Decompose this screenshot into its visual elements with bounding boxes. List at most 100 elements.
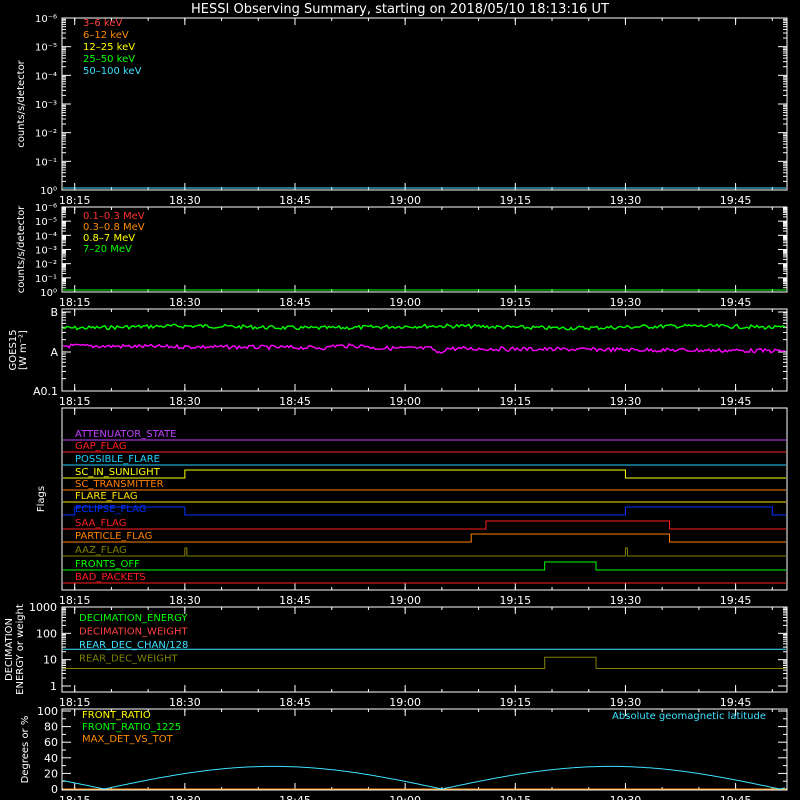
legend-entry: 12–25 keV (83, 42, 135, 53)
y-tick-label: A0.1 (33, 385, 58, 398)
legend-entry: DECIMATION_ENERGY (79, 613, 188, 624)
time-tick-label: 18:45 (279, 594, 311, 607)
flag-trace (63, 520, 786, 530)
y-tick-label: 1000 (29, 601, 57, 614)
time-tick-label: 19:45 (720, 696, 752, 709)
flag-label: ECLIPSE_FLAG (75, 504, 146, 515)
panel-hessi-high-energy: 18:15 18:30 18:45 19:00 19:15 19:30 19:45 10⁰ 10… (16, 203, 788, 309)
y-tick-label: 10⁻⁵ (35, 43, 57, 54)
y-tick-label: 10⁰ (40, 186, 57, 197)
flag-trace (63, 561, 786, 571)
y-tick-label: 10⁻³ (35, 100, 57, 111)
time-tick-label: 19:45 (720, 194, 752, 207)
y-tick-label: 10⁻⁶ (35, 203, 57, 214)
y-tick-label: 100 (36, 627, 57, 640)
time-tick-label: 18:30 (169, 194, 201, 207)
legend-entry: 6–12 keV (83, 30, 129, 41)
time-tick-label: 19:15 (499, 794, 531, 800)
y-tick-label: 10⁻² (35, 129, 57, 140)
legend-entry: 50–100 keV (83, 66, 142, 77)
flag-label: FLARE_FLAG (75, 491, 138, 502)
legend-entry: MAX_DET_VS_TOT (82, 734, 174, 745)
time-tick-label: 18:15 (59, 696, 91, 709)
series-line (63, 656, 786, 670)
time-tick-label: 18:30 (169, 296, 201, 309)
y-axis-label: GOES15 (8, 329, 19, 370)
flag-label: SC_TRANSMITTER (75, 479, 164, 490)
time-tick-label: 19:00 (389, 395, 421, 408)
panel-ratios: 18:15 18:30 18:45 19:00 19:15 19:30 19:45 0 20 40… (20, 705, 788, 800)
panel-frame (61, 308, 788, 392)
y-axis-units: [W m⁻²] (18, 330, 29, 370)
y-axis-label: Flags (36, 486, 47, 512)
y-tick-label: 10⁻¹ (35, 274, 57, 285)
y-tick-label: 1 (50, 680, 57, 693)
time-tick-label: 19:00 (389, 296, 421, 309)
flag-trace (63, 469, 786, 479)
time-tick-label: 19:15 (499, 296, 531, 309)
y-tick-label: 10⁻⁴ (35, 231, 57, 242)
time-tick-label: 19:15 (499, 194, 531, 207)
time-tick-label: 19:00 (389, 696, 421, 709)
legend-entry: 7–20 MeV (83, 244, 132, 255)
time-tick-label: 18:15 (59, 794, 91, 800)
legend-entry: DECIMATION_WEIGHT (79, 627, 188, 638)
flag-label: BAD_PACKETS (75, 572, 146, 583)
flag-label: ATTENUATOR_STATE (75, 429, 176, 440)
panel-decimation: 18:15 18:30 18:45 19:00 19:15 19:30 19:45 1 10 10… (4, 601, 788, 709)
time-tick-label: 18:30 (169, 696, 201, 709)
time-tick-label: 19:15 (499, 395, 531, 408)
time-tick-label: 19:45 (720, 296, 752, 309)
y-tick-label: 100 (37, 705, 58, 718)
y-tick-label: 10⁻⁵ (35, 217, 57, 228)
panel-frame (61, 606, 788, 693)
latitude-annotation: Absolute geomagnetic latitude (612, 711, 766, 722)
legend-entry: 0.1–0.3 MeV (83, 211, 145, 222)
time-tick-label: 19:30 (610, 594, 642, 607)
time-tick-label: 19:15 (499, 594, 531, 607)
flag-label: GAP_FLAG (75, 441, 127, 452)
flag-trace (63, 547, 786, 557)
legend-entry: 0.8–7 MeV (83, 233, 135, 244)
time-tick-label: 19:30 (610, 296, 642, 309)
time-tick-label: 18:45 (279, 395, 311, 408)
time-tick-label: 18:15 (59, 194, 91, 207)
y-tick-label: 0 (51, 783, 58, 796)
y-tick-label: 10⁻² (35, 260, 57, 271)
y-tick-label: 40 (44, 752, 58, 765)
panels-group: 18:15 18:30 18:45 19:00 19:15 19:30 19:4510⁰10… (4, 14, 788, 800)
time-tick-label: 19:15 (499, 696, 531, 709)
flag-label: PARTICLE_FLAG (75, 531, 152, 542)
y-tick-label: 80 (44, 721, 58, 734)
y-axis-label: Degrees or % (20, 716, 31, 784)
legend-entry: FRONT_RATIO (82, 710, 151, 721)
series-line (62, 342, 786, 354)
time-tick-label: 19:45 (720, 594, 752, 607)
time-tick-label: 19:00 (389, 594, 421, 607)
legend-entry: FRONT_RATIO_1225 (82, 722, 181, 733)
time-tick-label: 19:30 (610, 395, 642, 408)
time-tick-label: 19:45 (720, 395, 752, 408)
y-tick-label: 60 (44, 736, 58, 749)
panel-frame (61, 17, 788, 191)
time-tick-label: 19:30 (610, 696, 642, 709)
time-tick-label: 18:45 (279, 296, 311, 309)
time-tick-label: 18:15 (59, 296, 91, 309)
legend-entry: REAR_DEC_CHAN/128 (79, 640, 188, 651)
time-tick-label: 18:15 (59, 395, 91, 408)
y-tick-label: 20 (44, 767, 58, 780)
time-tick-label: 18:45 (279, 696, 311, 709)
y-tick-label: 10⁰ (40, 288, 57, 299)
y-tick-label: 10 (43, 654, 57, 667)
y-axis-label: counts/s/detector (16, 205, 27, 293)
time-tick-label: 18:45 (279, 194, 311, 207)
flag-label: AAZ_FLAG (75, 545, 127, 556)
y-tick-label: 10⁻¹ (35, 157, 57, 168)
y-axis-label: DECIMATION (4, 618, 15, 681)
time-tick-label: 18:30 (169, 594, 201, 607)
time-tick-label: 18:45 (279, 794, 311, 800)
panel-frame (61, 407, 788, 591)
time-tick-label: 18:30 (169, 395, 201, 408)
